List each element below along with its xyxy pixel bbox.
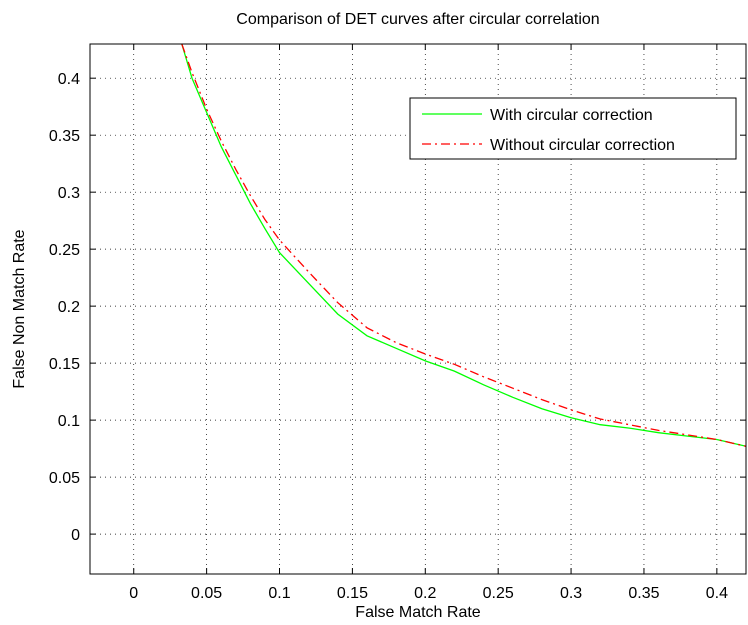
x-tick-label: 0.25 [483,585,514,602]
x-tick-label: 0.2 [414,585,436,602]
y-tick-label: 0.15 [49,356,80,373]
y-tick-label: 0.4 [58,71,80,88]
x-tick-label: 0.1 [268,585,290,602]
x-tick-label: 0.4 [706,585,728,602]
y-tick-label: 0.1 [58,413,80,430]
x-tick-label: 0.05 [191,585,222,602]
axes-box [89,43,747,575]
y-tick-label: 0.05 [49,470,80,487]
x-tick-label: 0.35 [628,585,659,602]
legend: With circular correction Without circula… [409,97,737,160]
legend-label-without-correction: Without circular correction [490,137,675,154]
y-tick-label: 0.25 [49,242,80,259]
chart-title: Comparison of DET curves after circular … [236,11,599,28]
legend-label-with-correction: With circular correction [490,107,653,124]
y-axis-label: False Non Match Rate [11,229,28,388]
tick-label-layer: 0 0.05 0.1 0.15 0.2 0.25 0.3 0.35 0.4 0 0.05 0.1 0.1… [49,71,728,602]
legend-box [409,97,737,160]
x-tick-label: 0.15 [337,585,368,602]
series-line-with-correction [181,44,746,447]
y-tick-label: 0 [71,527,80,544]
series-line-without-correction [181,44,746,447]
plot-layer [181,44,746,447]
y-tick-label: 0.35 [49,128,80,145]
x-tick-label: 0 [129,585,138,602]
grid-layer [90,44,746,574]
tick-layer [90,44,746,574]
y-tick-label: 0.3 [58,185,80,202]
x-axis-label: False Match Rate [355,604,480,621]
y-tick-label: 0.2 [58,299,80,316]
x-tick-label: 0.3 [560,585,582,602]
